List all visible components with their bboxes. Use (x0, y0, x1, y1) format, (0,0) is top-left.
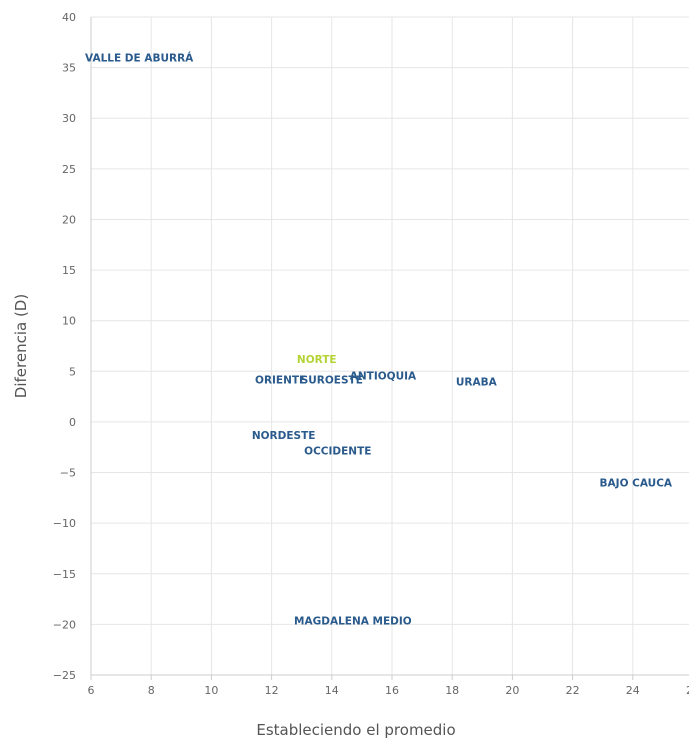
data-point-label: NORDESTE (252, 430, 316, 442)
grid (90, 16, 689, 676)
x-tick-label: 10 (204, 684, 218, 697)
y-tick-label: 35 (62, 62, 76, 75)
x-tick-label: 24 (626, 684, 640, 697)
x-tick-label: 26 (686, 684, 689, 697)
y-tick-label: 10 (62, 315, 76, 328)
axes (90, 17, 689, 680)
y-tick-label: 20 (62, 213, 76, 226)
y-tick-label: −20 (53, 618, 76, 631)
x-tick-label: 8 (148, 684, 155, 697)
x-tick-label: 14 (325, 684, 339, 697)
data-point-label: URABA (456, 376, 498, 388)
y-tick-label: −10 (53, 517, 76, 530)
data-points: VALLE DE ABURRÁ NORTE ORIENTESUROESTEANTIO… (85, 51, 673, 627)
x-tick-label: 6 (88, 684, 95, 697)
y-tick-labels: −25 −20 −15 −10 −5 0 5 10 15 20 25 30 35 40 (53, 11, 76, 682)
data-point-label: VALLE DE ABURRÁ (85, 51, 194, 64)
y-tick-label: 5 (69, 365, 76, 378)
data-point-label: ORIENTE (255, 374, 306, 386)
y-tick-label: 25 (62, 163, 76, 176)
x-tick-label: 12 (265, 684, 279, 697)
x-tick-label: 22 (566, 684, 580, 697)
x-tick-labels: 6 8 10 12 14 16 18 20 22 24 26 (88, 684, 689, 697)
data-point-label: OCCIDENTE (304, 445, 371, 457)
data-point-label: BAJO CAUCA (600, 478, 673, 490)
y-tick-label: −15 (53, 568, 76, 581)
y-tick-label: −5 (60, 467, 76, 480)
y-tick-label: 30 (62, 112, 76, 125)
x-tick-label: 18 (445, 684, 459, 697)
x-tick-label: 20 (505, 684, 519, 697)
y-tick-label: 15 (62, 264, 76, 277)
data-point-label: SUROESTE (301, 374, 363, 386)
data-point-label: NORTE (297, 354, 337, 366)
data-point-label: MAGDALENA MEDIO (294, 615, 412, 627)
y-axis-title: Diferencia (D) (12, 294, 30, 398)
x-axis-title: Estableciendo el promedio (256, 721, 455, 739)
y-tick-label: 40 (62, 11, 76, 24)
data-point-label: ANTIOQUIA (350, 370, 417, 382)
y-tick-label: −25 (53, 669, 76, 682)
y-tick-label: 0 (69, 416, 76, 429)
x-tick-label: 16 (385, 684, 399, 697)
